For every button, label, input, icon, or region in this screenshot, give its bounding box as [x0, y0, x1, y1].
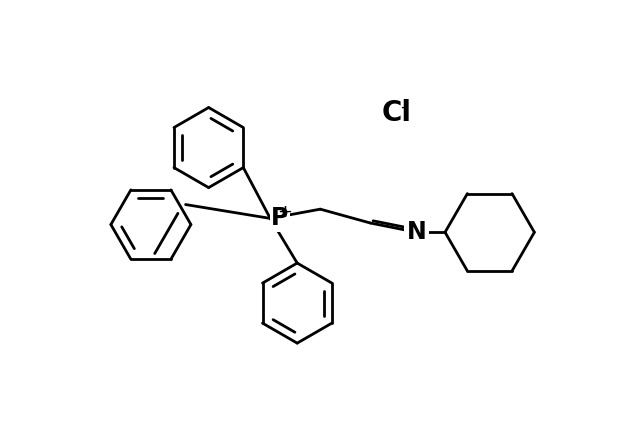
Text: -: - [400, 98, 406, 116]
Text: Cl: Cl [382, 99, 412, 127]
Text: P: P [271, 207, 289, 230]
Text: N: N [406, 220, 426, 244]
Text: +: + [277, 203, 292, 221]
